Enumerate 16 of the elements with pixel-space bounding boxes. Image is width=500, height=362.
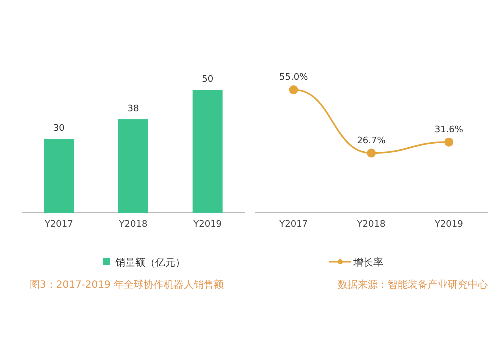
x-tick-label: Y2019	[192, 220, 222, 230]
x-tick-label: Y2017	[278, 220, 308, 230]
data-label: 55.0%	[280, 73, 309, 83]
caption: 图3：2017-2019 年全球协作机器人销售额	[30, 279, 224, 291]
x-tick-label: Y2018	[118, 220, 148, 230]
data-label: 50	[202, 75, 214, 85]
data-label: 31.6%	[434, 125, 464, 136]
legend-label: 销量额（亿元）	[114, 257, 186, 269]
x-tick-label: Y2018	[356, 220, 386, 230]
source-note: 数据来源：智能装备产业研究中心	[338, 279, 488, 291]
legend-label: 增长率	[352, 257, 384, 269]
data-label: 30	[53, 124, 66, 134]
x-tick-label: Y2017	[44, 220, 74, 230]
x-tick-label: Y2019	[434, 220, 464, 230]
data-label: 26.7%	[357, 136, 386, 146]
data-label: 38	[128, 104, 140, 115]
